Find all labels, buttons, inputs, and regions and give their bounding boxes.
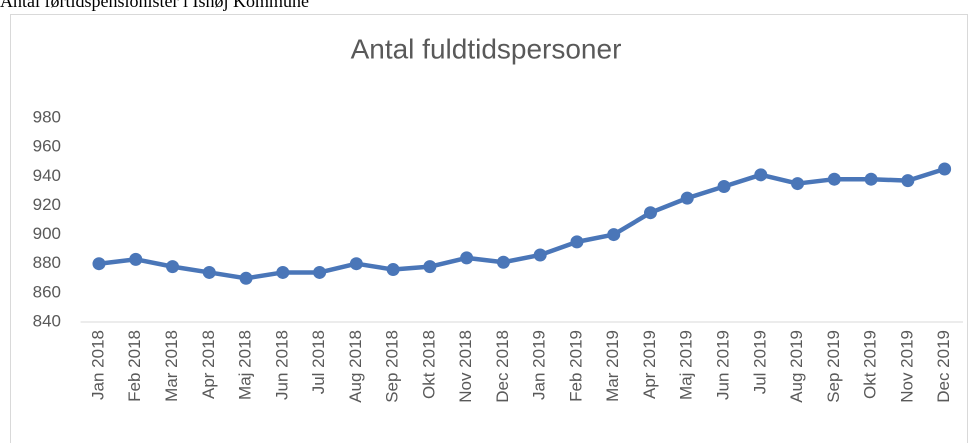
x-tick-label: Jan 2019 — [530, 330, 549, 400]
x-tick-label: Jan 2018 — [88, 330, 107, 400]
caption: Antal førtidspensionister i Ishøj Kommun… — [0, 0, 309, 11]
x-tick-label: Mar 2018 — [162, 330, 181, 402]
chart-frame — [10, 14, 968, 443]
data-point — [496, 255, 510, 269]
y-tick-label: 860 — [33, 282, 61, 301]
y-tick-label: 840 — [33, 311, 61, 330]
x-tick-label: Aug 2018 — [346, 330, 365, 403]
x-tick-label: Sep 2019 — [824, 330, 843, 403]
x-tick-label: Feb 2018 — [125, 330, 144, 402]
x-tick-label: Dec 2018 — [493, 330, 512, 403]
x-tick-label: Apr 2019 — [640, 330, 659, 399]
x-tick-label: Dec 2019 — [934, 330, 953, 403]
x-tick-label: Feb 2019 — [566, 330, 585, 402]
data-point — [460, 251, 474, 265]
y-tick-label: 880 — [33, 253, 61, 272]
chart-title: Antal fuldtidspersoner — [351, 33, 622, 64]
data-point — [901, 174, 915, 188]
data-point — [239, 271, 253, 285]
data-point — [166, 260, 180, 274]
data-point — [129, 252, 143, 266]
x-tick-label: Jul 2018 — [309, 330, 328, 394]
x-tick-label: Maj 2018 — [236, 330, 255, 400]
x-tick-label: Maj 2019 — [677, 330, 696, 400]
y-tick-label: 920 — [33, 195, 61, 214]
data-point — [607, 228, 621, 242]
x-tick-label: Mar 2019 — [603, 330, 622, 402]
data-point — [92, 257, 106, 271]
data-point — [349, 257, 363, 271]
x-tick-label: Nov 2019 — [897, 330, 916, 403]
y-tick-label: 980 — [33, 107, 61, 126]
data-point — [680, 191, 694, 205]
x-tick-label: Okt 2019 — [861, 330, 880, 399]
data-point — [276, 265, 290, 279]
x-tick-label: Sep 2018 — [383, 330, 402, 403]
data-point — [864, 172, 878, 186]
data-point — [827, 172, 841, 186]
data-point — [202, 265, 216, 279]
x-tick-label: Jun 2018 — [272, 330, 291, 400]
y-tick-label: 960 — [33, 137, 61, 156]
data-point — [643, 206, 657, 220]
x-tick-label: Nov 2018 — [456, 330, 475, 403]
data-point — [791, 177, 805, 191]
x-tick-label: Jun 2019 — [714, 330, 733, 400]
x-tick-label: Apr 2018 — [199, 330, 218, 399]
data-point — [754, 168, 768, 182]
data-point — [423, 260, 437, 274]
data-point — [570, 235, 584, 249]
x-tick-label: Aug 2019 — [787, 330, 806, 403]
data-point — [533, 248, 547, 262]
data-point — [938, 162, 952, 176]
x-tick-label: Jul 2019 — [750, 330, 769, 394]
data-point — [313, 265, 327, 279]
y-tick-label: 940 — [33, 166, 61, 185]
x-tick-label: Okt 2018 — [419, 330, 438, 399]
data-point — [386, 263, 400, 277]
data-point — [717, 179, 731, 193]
y-tick-label: 900 — [33, 224, 61, 243]
